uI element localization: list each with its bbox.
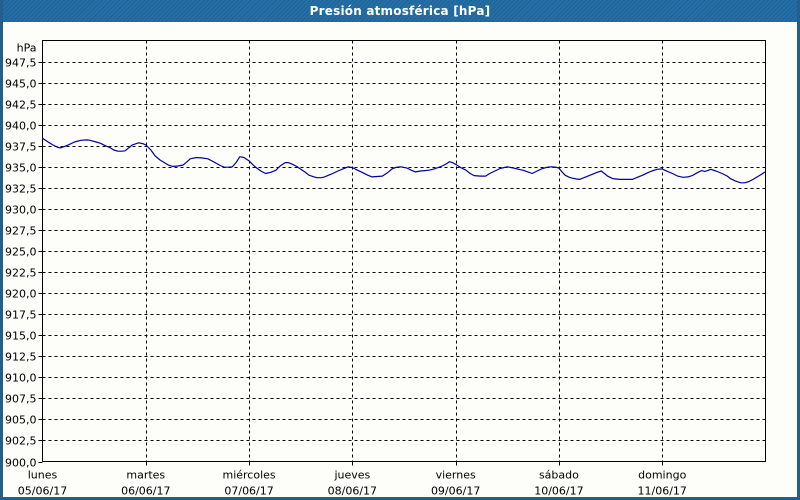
y-tick-label: 912,5	[5, 351, 37, 364]
y-axis-unit-label: hPa	[17, 42, 37, 55]
day-date-label: 06/06/17	[121, 485, 170, 498]
plot-frame	[42, 40, 766, 462]
day-date-label: 11/06/17	[638, 485, 687, 498]
day-name-label: miércoles	[222, 469, 275, 482]
window-titlebar: Presión atmosférica [hPa]	[3, 0, 797, 22]
day-name-label: viernes	[436, 469, 476, 482]
day-name-label: domingo	[638, 469, 686, 482]
day-date-label: 05/06/17	[18, 485, 67, 498]
y-tick-label: 900,0	[5, 457, 37, 470]
y-tick-label: 917,5	[5, 309, 37, 322]
day-name-label: jueves	[333, 469, 370, 482]
y-tick-label: 927,5	[5, 225, 37, 238]
day-date-label: 10/06/17	[534, 485, 583, 498]
y-tick-label: 947,5	[5, 57, 37, 70]
day-date-label: 08/06/17	[328, 485, 377, 498]
y-tick-label: 925,0	[5, 246, 37, 259]
y-tick-label: 937,5	[5, 141, 37, 154]
day-name-label: lunes	[28, 469, 58, 482]
window-title: Presión atmosférica [hPa]	[309, 4, 491, 18]
y-tick-label: 920,0	[5, 288, 37, 301]
y-tick-label: 915,0	[5, 330, 37, 343]
y-tick-label: 940,0	[5, 120, 37, 133]
day-name-label: sábado	[539, 469, 579, 482]
day-name-label: martes	[126, 469, 165, 482]
y-tick-label: 932,5	[5, 183, 37, 196]
y-tick-label: 935,0	[5, 162, 37, 175]
y-tick-label: 905,0	[5, 414, 37, 427]
y-tick-label: 902,5	[5, 435, 37, 448]
y-tick-label: 907,5	[5, 393, 37, 406]
day-date-label: 09/06/17	[431, 485, 480, 498]
y-tick-label: 922,5	[5, 267, 37, 280]
y-tick-label: 930,0	[5, 204, 37, 217]
y-tick-label: 910,0	[5, 372, 37, 385]
day-date-label: 07/06/17	[224, 485, 273, 498]
y-tick-label: 945,0	[5, 78, 37, 91]
y-tick-label: 942,5	[5, 99, 37, 112]
pressure-line	[41, 137, 766, 184]
